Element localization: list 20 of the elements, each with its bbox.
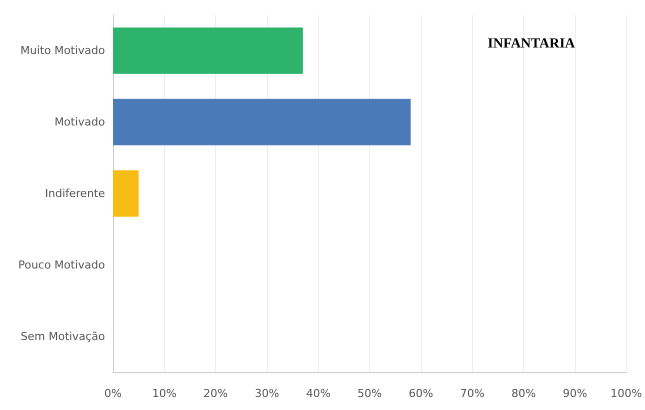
bar [113, 27, 303, 74]
x-tick-label: 50% [357, 387, 382, 400]
x-tick-label: 20% [203, 387, 228, 400]
x-tick-label: 90% [562, 387, 588, 400]
x-tick-label: 40% [306, 387, 331, 400]
y-tick-label: Motivado [54, 116, 106, 129]
y-tick-label: Sem Motivação [20, 330, 106, 343]
x-tick-label: 30% [254, 387, 280, 400]
x-tick-label: 0% [104, 387, 122, 400]
x-tick-label: 60% [408, 387, 434, 400]
x-tick-label: 100% [610, 387, 642, 400]
y-tick-label: Muito Motivado [20, 44, 106, 58]
bar [113, 98, 411, 146]
y-tick-label: Indiferente [45, 187, 106, 200]
x-tick-label: 70% [460, 387, 485, 400]
x-tick-label: 80% [511, 387, 536, 400]
bar [113, 170, 139, 217]
y-tick-label: Pouco Motivado [18, 258, 106, 272]
text: INFANTARIA [488, 36, 576, 52]
x-tick-label: 10% [152, 387, 177, 400]
